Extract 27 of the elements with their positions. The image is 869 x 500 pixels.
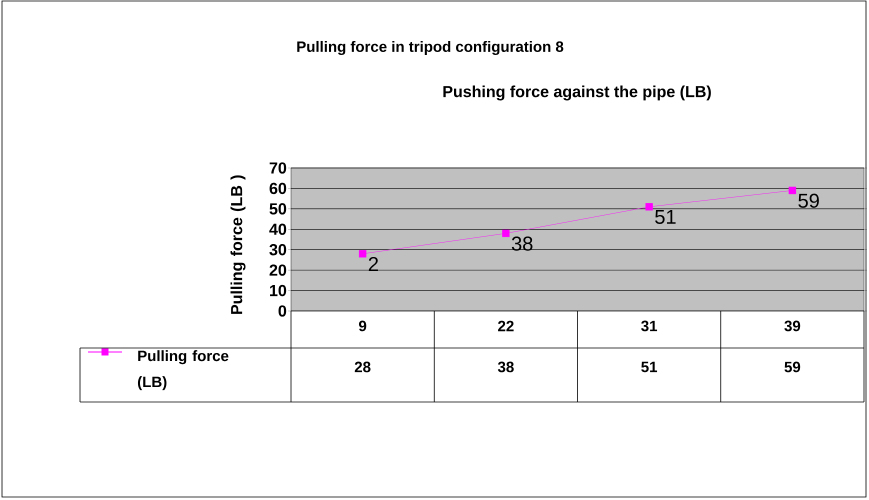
y-tick-label: 60 xyxy=(270,182,286,194)
point xyxy=(645,203,653,210)
x-tick-label: 39 xyxy=(784,320,800,332)
legend-label: Pulling force (LB) xyxy=(138,350,228,390)
y-tick-label: 0 xyxy=(278,305,286,317)
y-tick-label: 30 xyxy=(269,244,286,256)
y-tick-label: 70 xyxy=(270,162,286,174)
annotation: 2 xyxy=(368,256,378,271)
annotation: 51 xyxy=(655,210,676,224)
data-label: 28 xyxy=(354,362,371,372)
y-axis-title: Pulling force (LB ) xyxy=(230,175,246,314)
data-label: 59 xyxy=(784,362,800,372)
y-tick-label: 10 xyxy=(270,284,286,296)
x-tick-label: 9 xyxy=(358,320,366,332)
data-label: 51 xyxy=(641,362,658,372)
x-axis-title: Pushing force against the pipe (LB) xyxy=(443,85,711,100)
annotation: 59 xyxy=(798,194,819,208)
chart-title: Pulling force in tripod configuration 8 xyxy=(297,40,564,56)
x-tick-label: 22 xyxy=(498,320,514,332)
point xyxy=(788,186,796,194)
point xyxy=(502,230,510,238)
x-tick-label: 31 xyxy=(641,320,658,332)
y-tick-label: 20 xyxy=(270,264,286,276)
data-label: 38 xyxy=(498,362,514,372)
point xyxy=(358,250,366,258)
y-tick-label: 50 xyxy=(270,203,286,215)
y-tick-label: 40 xyxy=(269,224,286,235)
